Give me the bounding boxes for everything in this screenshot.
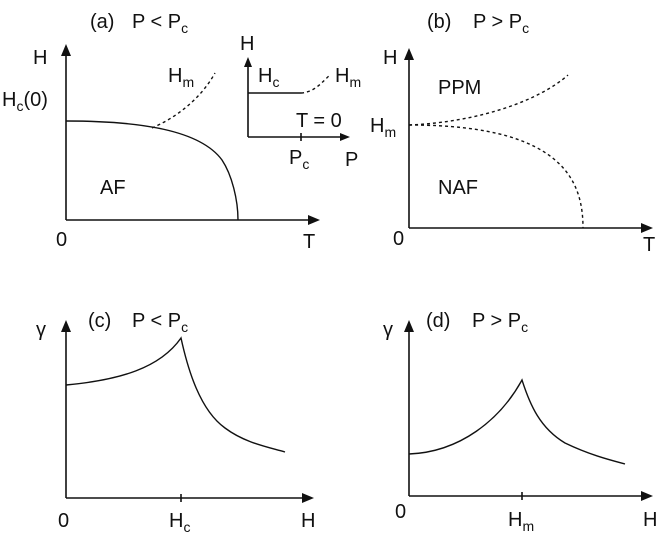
- inset-pc-main: P: [289, 147, 302, 169]
- panel-d-y-arrow: [404, 320, 414, 332]
- inset-pc-label: Pc: [289, 147, 309, 172]
- panel-c-x-label: H: [301, 510, 315, 532]
- panel-d-condition-text: P > P: [472, 310, 521, 332]
- inset-x-label: P: [345, 149, 358, 171]
- panel-d-y-label: γ: [383, 319, 393, 341]
- panel-d-peak-sub: m: [522, 518, 534, 533]
- panel-c-condition: P < Pc: [132, 310, 188, 335]
- panel-d-gamma-curve: [408, 378, 626, 465]
- panel-d-condition-sub: c: [521, 319, 528, 335]
- panel-a-hc0-label: Hc(0): [2, 89, 48, 114]
- inset-pc-sub: c: [302, 156, 309, 172]
- panel-c-condition-sub: c: [181, 319, 188, 335]
- inset-t0-label: T = 0: [296, 110, 342, 132]
- panel-c-letter: (c): [88, 310, 111, 332]
- panel-b-x-label: T: [643, 234, 655, 256]
- panel-b-hm-sub: m: [384, 124, 396, 140]
- panel-d-peak-main: H: [508, 509, 522, 531]
- panel-a-condition: P < Pc: [132, 11, 188, 36]
- panel-b-letter: (b): [427, 11, 451, 33]
- panel-b-region-ppm: PPM: [438, 77, 481, 99]
- inset-hc-label: Hc: [258, 65, 279, 90]
- panel-a-letter: (a): [90, 11, 114, 33]
- panel-d-x-arrow: [641, 491, 653, 501]
- panel-c: (c) P < Pc γ H 0 Hc: [36, 310, 315, 533]
- panel-d-condition: P > Pc: [472, 310, 528, 335]
- panel-b-condition: P > Pc: [473, 11, 529, 36]
- panel-a-hc0-sub: c: [16, 98, 23, 114]
- panel-a-hm-main: H: [168, 65, 182, 87]
- panel-b-hm-main: H: [370, 115, 384, 137]
- panel-c-x-arrow: [302, 493, 314, 503]
- panel-a-phase-boundary: [65, 120, 239, 221]
- panel-a-condition-sub: c: [181, 20, 188, 36]
- panel-a-x-arrow: [308, 215, 320, 225]
- inset-y-label: H: [240, 33, 254, 55]
- panel-b: (b) P > Pc H T 0 Hm PPM NAF: [370, 11, 655, 256]
- panel-a: (a) P < Pc H T 0 Hc(0) Hm AF: [2, 11, 320, 253]
- panel-b-x-arrow: [641, 223, 653, 233]
- panel-a-origin: 0: [56, 229, 67, 251]
- panel-c-origin: 0: [58, 510, 69, 532]
- panel-a-region-af: AF: [100, 177, 126, 199]
- panel-b-region-naf: NAF: [438, 177, 478, 199]
- panel-a-y-label: H: [33, 47, 47, 69]
- panel-a-x-label: T: [303, 231, 315, 253]
- panel-c-y-arrow: [61, 320, 71, 332]
- inset-panel: H P Hc Hm T = 0 Pc: [240, 33, 361, 172]
- inset-x-arrow: [340, 133, 350, 141]
- inset-hm-main: H: [335, 65, 349, 87]
- panel-b-y-label: H: [383, 47, 397, 69]
- panel-a-y-arrow: [61, 44, 71, 56]
- inset-hm-sub: m: [349, 74, 361, 90]
- panel-b-condition-sub: c: [522, 20, 529, 36]
- inset-hm-label: Hm: [335, 65, 361, 90]
- panel-a-hc0-tail: (0): [23, 89, 47, 111]
- panel-d-letter: (d): [426, 310, 450, 332]
- panel-d-origin: 0: [395, 501, 406, 523]
- panel-a-hm-label: Hm: [168, 65, 194, 90]
- panel-a-condition-text: P < P: [132, 11, 181, 33]
- panel-c-y-label: γ: [36, 319, 46, 341]
- panel-b-origin: 0: [393, 228, 404, 250]
- inset-hc-sub: c: [272, 74, 279, 90]
- panel-a-hm-sub: m: [182, 74, 194, 90]
- panel-c-peak-main: H: [169, 510, 183, 532]
- panel-d-x-label: H: [643, 509, 657, 531]
- panel-a-hm-dashed-line: [151, 72, 216, 129]
- panel-a-hc0-main: H: [2, 89, 16, 111]
- panel-c-condition-text: P < P: [132, 310, 181, 332]
- panel-b-condition-text: P > P: [473, 11, 522, 33]
- panel-b-lower-dashed-line: [408, 124, 584, 229]
- panel-c-peak-label: Hc: [169, 510, 190, 533]
- inset-hc-main: H: [258, 65, 272, 87]
- inset-hm-dashed-line: [300, 74, 331, 94]
- panel-d: (d) P > Pc γ H 0 Hm: [383, 310, 657, 533]
- panel-c-peak-sub: c: [183, 519, 190, 533]
- panel-b-y-arrow: [404, 48, 414, 60]
- panel-d-peak-label: Hm: [508, 509, 534, 533]
- inset-y-arrow: [244, 57, 252, 67]
- panel-c-gamma-curve: [65, 336, 286, 453]
- panel-b-hm-label: Hm: [370, 115, 396, 140]
- panel-b-upper-dashed-line: [408, 74, 569, 126]
